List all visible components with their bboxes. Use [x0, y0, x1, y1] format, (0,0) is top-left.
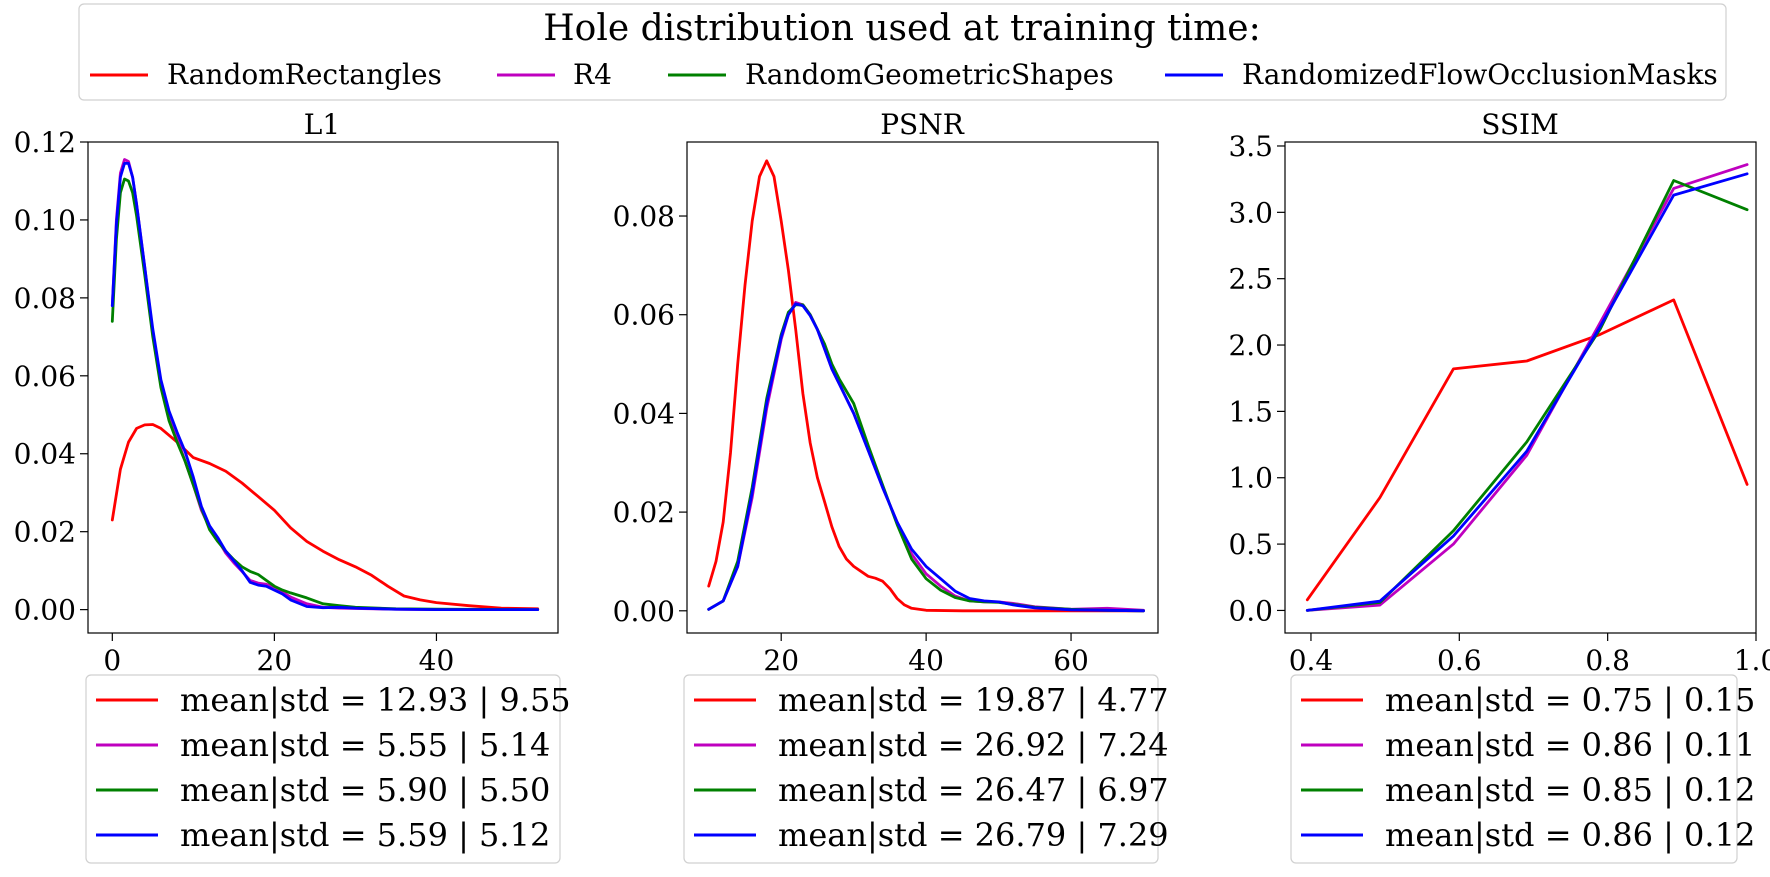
plot-area-ssim [1305, 163, 1749, 612]
y-tick-label-ssim: 3.5 [1228, 130, 1273, 163]
x-tick-label-l1: 40 [419, 644, 455, 677]
legend-stat-l1-random-geometric-shapes: mean|std = 5.90 | 5.50 [180, 771, 550, 809]
legend-ssim: mean|std = 0.75 | 0.15 mean|std = 0.86 |… [1290, 674, 1755, 864]
legend-label-random-rectangles: RandomRectangles [167, 58, 442, 91]
series-line-ssim-random-geometric-shapes [1305, 179, 1749, 612]
legend-stat-l1-r4: mean|std = 5.55 | 5.14 [180, 726, 550, 764]
y-tick-label-psnr: 0.04 [613, 397, 675, 430]
panel-title-l1: L1 [304, 108, 340, 141]
panel-psnr: PSNR mean|std = 19.87 | 4.77 mean|std = … [613, 108, 1169, 864]
legend-label-random-geometric-shapes: RandomGeometricShapes [745, 58, 1114, 91]
y-tick-label-l1: 0.00 [14, 594, 76, 627]
y-tick-label-l1: 0.04 [14, 438, 76, 471]
x-tick-label-psnr: 60 [1053, 644, 1089, 677]
series-line-ssim-r4 [1305, 163, 1749, 612]
legend-stat-psnr-random-geometric-shapes: mean|std = 26.47 | 6.97 [778, 771, 1169, 809]
x-tick-label-ssim: 0.4 [1289, 644, 1334, 677]
legend-stat-ssim-r4: mean|std = 0.86 | 0.11 [1385, 726, 1755, 764]
panel-ssim: SSIM mean|std = 0.75 | 0.15 mean|std = 0… [1228, 108, 1770, 864]
legend-label-r4: R4 [573, 58, 612, 91]
legend-psnr: mean|std = 19.87 | 4.77 mean|std = 26.92… [683, 674, 1169, 864]
plot-area-l1 [110, 158, 540, 611]
series-line-ssim-randomized-flow-occlusion-masks [1305, 172, 1749, 612]
legend-stat-l1-randomized-flow-occlusion-masks: mean|std = 5.59 | 5.12 [180, 816, 550, 854]
x-tick-label-l1: 0 [103, 644, 121, 677]
y-tick-label-psnr: 0.02 [613, 496, 675, 529]
legend-box-l1 [85, 674, 561, 864]
y-tick-label-psnr: 0.06 [613, 299, 675, 332]
y-tick-label-l1: 0.08 [14, 282, 76, 315]
x-tick-label-psnr: 20 [763, 644, 799, 677]
y-tick-label-ssim: 2.0 [1228, 329, 1273, 362]
x-tick-label-psnr: 40 [908, 644, 944, 677]
panel-title-ssim: SSIM [1481, 108, 1559, 141]
y-tick-label-ssim: 0.0 [1228, 594, 1273, 627]
y-tick-label-l1: 0.10 [14, 204, 76, 237]
plot-area-psnr [707, 159, 1145, 613]
series-line-l1-r4 [110, 158, 540, 611]
series-line-psnr-random-rectangles [707, 159, 1145, 613]
axes-frame-psnr [686, 141, 1159, 634]
y-tick-label-l1: 0.02 [14, 516, 76, 549]
legend-box-psnr [683, 674, 1159, 864]
top-legend: Hole distribution used at training time:… [78, 3, 1727, 101]
panel-title-psnr: PSNR [880, 108, 965, 141]
legend-stat-psnr-random-rectangles: mean|std = 19.87 | 4.77 [778, 681, 1169, 719]
series-line-l1-random-rectangles [110, 423, 540, 611]
legend-l1: mean|std = 12.93 | 9.55 mean|std = 5.55 … [85, 674, 571, 864]
legend-stat-l1-random-rectangles: mean|std = 12.93 | 9.55 [180, 681, 571, 719]
y-tick-label-ssim: 0.5 [1228, 528, 1273, 561]
series-line-l1-randomized-flow-occlusion-masks [110, 161, 540, 611]
y-tick-label-l1: 0.12 [14, 126, 76, 159]
axes-frame-ssim [1284, 141, 1757, 634]
y-tick-label-ssim: 1.0 [1228, 462, 1273, 495]
y-tick-label-l1: 0.06 [14, 360, 76, 393]
legend-stat-ssim-randomized-flow-occlusion-masks: mean|std = 0.86 | 0.12 [1385, 816, 1755, 854]
panel-l1: L1 mean|std = 12.93 | 9.55 mean|std = 5.… [14, 108, 571, 864]
legend-stat-psnr-r4: mean|std = 26.92 | 7.24 [778, 726, 1169, 764]
x-tick-label-ssim: 0.8 [1585, 644, 1630, 677]
x-tick-label-ssim: 0.6 [1437, 644, 1482, 677]
legend-box-ssim [1290, 674, 1738, 864]
series-line-psnr-randomized-flow-occlusion-masks [707, 302, 1145, 613]
top-legend-box [78, 3, 1727, 101]
series-line-ssim-random-rectangles [1305, 298, 1749, 602]
series-line-l1-random-geometric-shapes [110, 177, 540, 611]
top-legend-title: Hole distribution used at training time: [543, 8, 1260, 49]
axes-frame-l1 [87, 141, 559, 634]
x-tick-label-l1: 20 [257, 644, 293, 677]
y-tick-label-ssim: 2.5 [1228, 263, 1273, 296]
y-tick-label-psnr: 0.00 [613, 595, 675, 628]
legend-stat-ssim-random-rectangles: mean|std = 0.75 | 0.15 [1385, 681, 1755, 719]
x-tick-label-ssim: 1.0 [1734, 644, 1770, 677]
y-tick-label-psnr: 0.08 [613, 200, 675, 233]
legend-label-randomized-flow-occlusion-masks: RandomizedFlowOcclusionMasks [1242, 58, 1718, 91]
legend-stat-psnr-randomized-flow-occlusion-masks: mean|std = 26.79 | 7.29 [778, 816, 1169, 854]
legend-stat-ssim-random-geometric-shapes: mean|std = 0.85 | 0.12 [1385, 771, 1755, 809]
y-tick-label-ssim: 3.0 [1228, 196, 1273, 229]
y-tick-label-ssim: 1.5 [1228, 395, 1273, 428]
series-line-psnr-r4 [707, 300, 1145, 612]
